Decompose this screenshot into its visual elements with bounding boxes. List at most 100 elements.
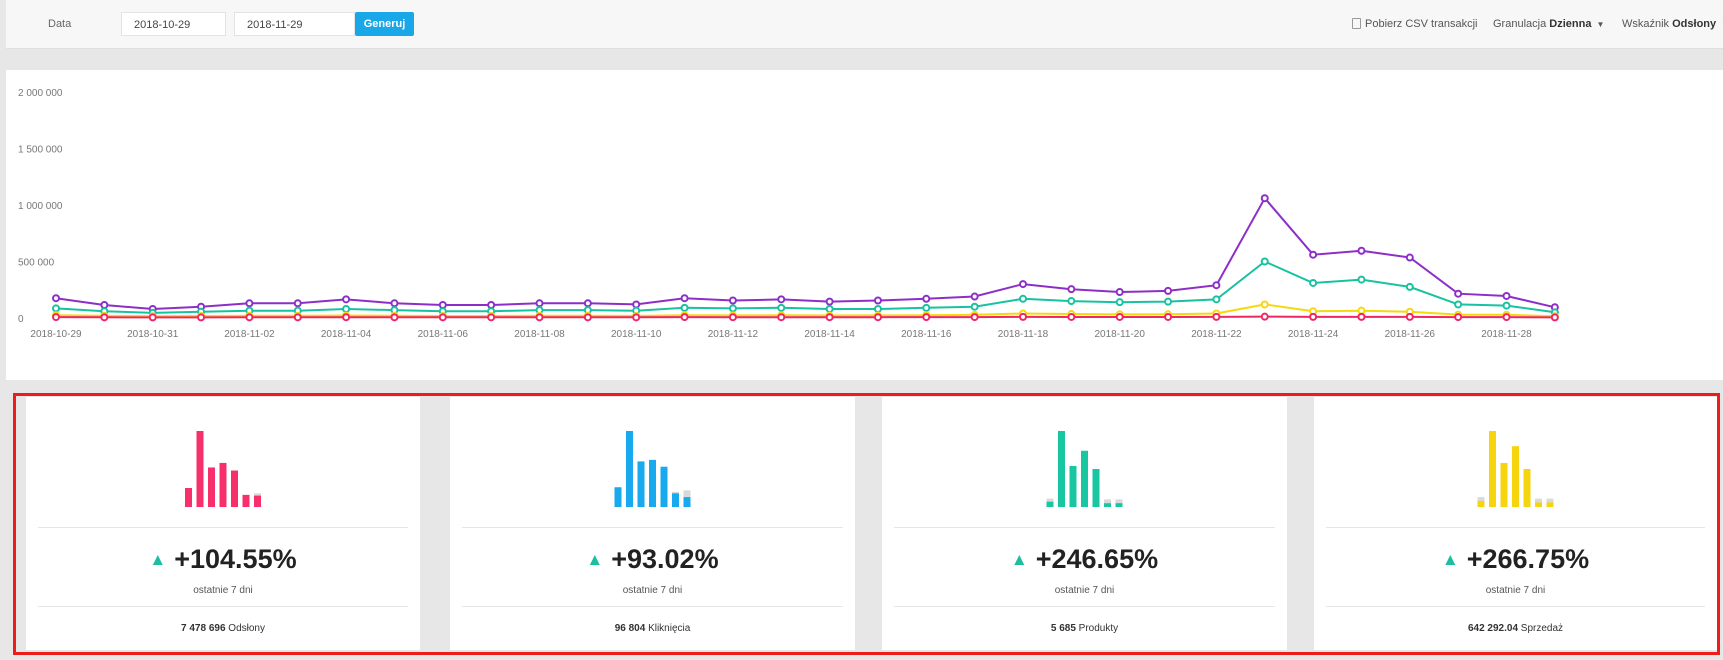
sparkline-bar (1104, 503, 1111, 507)
data-point (1067, 312, 1076, 321)
data-point (1454, 313, 1463, 322)
data-point (1164, 312, 1173, 321)
download-csv-link[interactable]: Pobierz CSV transakcji (1352, 18, 1478, 30)
period-label: ostatnie 7 dni (622, 585, 683, 596)
divider (894, 606, 1275, 607)
change-text: +104.55% (174, 544, 297, 574)
download-csv-label: Pobierz CSV transakcji (1365, 18, 1478, 30)
data-point (1260, 300, 1269, 309)
data-point (873, 313, 882, 322)
sparkline-bar (185, 488, 192, 507)
data-point (583, 299, 592, 308)
x-tick-label: 2018-11-22 (1191, 329, 1242, 340)
total-label: Kliknięcia (648, 623, 691, 634)
data-point (1309, 312, 1318, 321)
data-point (438, 301, 447, 310)
data-point (1405, 253, 1414, 262)
total-value: 7 478 696 (181, 623, 226, 634)
granulation-label: Granulacja (1493, 18, 1547, 30)
line-chart: 0 500 000 1 000 000 1 500 000 2 000 000 2018-… (18, 88, 1559, 340)
data-point (342, 304, 351, 313)
data-point (922, 303, 931, 312)
x-tick-label: 2018-11-12 (708, 329, 759, 340)
data-point (873, 296, 882, 305)
triangle-up-icon: ▲ (586, 550, 604, 569)
data-point (1405, 312, 1414, 321)
divider (894, 527, 1275, 528)
data-point (873, 304, 882, 313)
data-point (583, 313, 592, 322)
data-point (1309, 278, 1318, 287)
data-point (1260, 312, 1269, 321)
sparkline-bar (683, 497, 691, 507)
sparkline-bar (1046, 501, 1054, 507)
data-point (245, 313, 254, 322)
triangle-up-icon: ▲ (1441, 550, 1459, 569)
data-point (1019, 294, 1027, 303)
data-point (390, 299, 399, 308)
period-label: ostatnie 7 dni (1054, 585, 1115, 596)
data-point (1115, 312, 1124, 321)
data-point (438, 313, 447, 322)
data-point (1357, 275, 1366, 284)
y-tick-label: 0 (18, 314, 24, 325)
x-tick-label: 2018-11-06 (418, 329, 469, 340)
data-point (922, 313, 931, 322)
generate-button[interactable]: Generuj (355, 12, 414, 36)
data-point (777, 295, 786, 304)
sparkline-bar (208, 467, 215, 507)
data-point (1067, 297, 1076, 306)
data-point (52, 313, 60, 322)
data-point (342, 295, 351, 304)
date-from-input[interactable]: 2018-10-29 (121, 12, 226, 36)
x-tick-label: 2018-11-18 (998, 329, 1049, 340)
change-text: +266.75% (1466, 544, 1590, 574)
total-summary: 642 292.04 Sprzedaż (1314, 623, 1717, 634)
data-point (1067, 285, 1076, 294)
x-tick-label: 2018-11-16 (901, 329, 952, 340)
sparkline-bar (626, 431, 633, 507)
data-point (1164, 286, 1173, 295)
change-value: ▲ +93.02% (450, 544, 855, 575)
data-point (487, 313, 496, 322)
change-value: ▲ +246.65% (882, 544, 1287, 575)
data-point (1212, 295, 1221, 304)
data-point (1164, 297, 1173, 306)
total-label: Produkty (1078, 623, 1119, 634)
data-point (535, 299, 544, 308)
highlight-frame (13, 393, 1720, 655)
data-point (100, 301, 109, 310)
total-summary: 5 685 Produkty (882, 623, 1287, 634)
sparkline-bar (196, 431, 204, 507)
x-tick-label: 2018-11-24 (1288, 329, 1339, 340)
x-tick-label: 2018-11-28 (1481, 329, 1532, 340)
y-tick-label: 2 000 000 (18, 88, 63, 99)
data-point (1454, 289, 1463, 298)
sparkline-bar (1092, 469, 1100, 507)
data-point (680, 303, 689, 312)
x-tick-label: 2018-11-08 (514, 329, 565, 340)
date-to-input[interactable]: 2018-11-29 (234, 12, 355, 36)
data-point (1260, 257, 1269, 266)
x-tick-label: 2018-11-04 (321, 329, 372, 340)
data-point (1309, 250, 1318, 259)
data-point (680, 294, 689, 303)
divider (38, 527, 408, 528)
divider (462, 527, 843, 528)
data-point (970, 292, 979, 301)
metric-dropdown[interactable]: Wskaźnik Odsłony ▼ (1622, 18, 1723, 30)
x-tick-label: 2018-10-31 (127, 329, 179, 340)
stat-card-sales: ▲ +266.75% ostatnie 7 dni 642 292.04 Sprz… (1314, 397, 1717, 650)
data-point (728, 313, 737, 322)
series-line (55, 196, 1556, 311)
y-tick-label: 500 000 (18, 258, 55, 269)
data-point (1115, 298, 1124, 307)
sparkline-bar (1069, 465, 1077, 507)
total-summary: 96 804 Kliknięcia (450, 623, 855, 634)
line-chart-panel: 0 500 000 1 000 000 1 500 000 2 000 000 2018-… (6, 70, 1723, 380)
sparkline-bar (1500, 462, 1508, 507)
data-point (922, 294, 931, 303)
divider (462, 606, 843, 607)
granulation-dropdown[interactable]: Granulacja Dzienna ▼ (1493, 18, 1604, 30)
sparkline-bar (1081, 450, 1088, 507)
